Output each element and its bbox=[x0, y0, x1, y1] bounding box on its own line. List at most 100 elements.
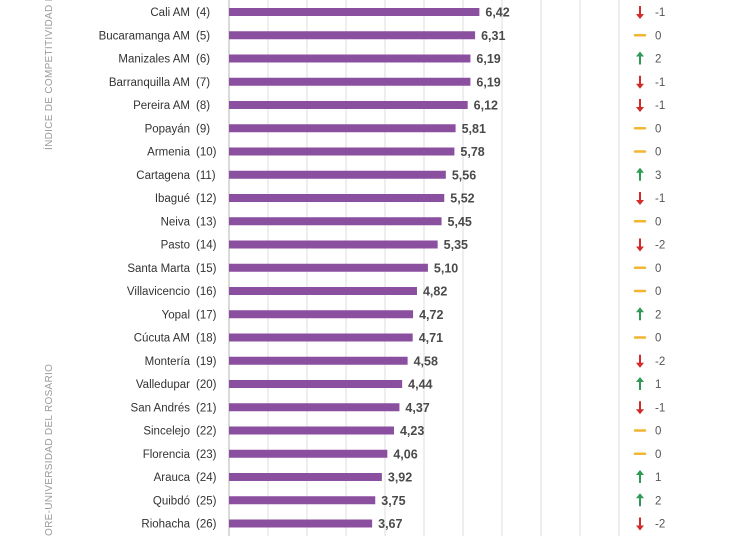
rank-change-label: -1 bbox=[655, 193, 665, 205]
bar bbox=[229, 54, 471, 63]
data-label: 6,31 bbox=[481, 29, 505, 43]
bar bbox=[229, 449, 388, 458]
rank-label: (21) bbox=[196, 402, 217, 414]
data-label: 5,81 bbox=[462, 122, 486, 136]
rank-label: (24) bbox=[196, 472, 217, 484]
category-label: Barranquilla AM bbox=[109, 77, 190, 89]
arrow-down-head bbox=[636, 246, 644, 252]
data-label: 5,78 bbox=[460, 145, 484, 159]
arrow-up-head bbox=[636, 307, 644, 313]
bar bbox=[229, 333, 413, 342]
rank-change-label: -2 bbox=[655, 240, 665, 252]
rank-change-label: 1 bbox=[655, 472, 661, 484]
data-label: 6,42 bbox=[485, 6, 509, 20]
rank-label: (6) bbox=[196, 54, 210, 66]
rank-label: (17) bbox=[196, 309, 217, 321]
rank-change-label: 2 bbox=[655, 495, 661, 507]
category-label: Manizales AM bbox=[118, 54, 190, 66]
bar bbox=[229, 240, 438, 249]
category-label: Santa Marta bbox=[127, 263, 190, 275]
bar bbox=[229, 124, 456, 133]
category-label: Pasto bbox=[161, 240, 190, 252]
category-label: Popayán bbox=[145, 123, 190, 135]
rank-label: (7) bbox=[196, 77, 210, 89]
category-label: Armenia bbox=[147, 147, 190, 159]
bar bbox=[229, 8, 480, 16]
arrow-down-head bbox=[636, 83, 644, 89]
data-label: 3,67 bbox=[378, 517, 402, 531]
data-label: 5,45 bbox=[448, 215, 472, 229]
data-label: 4,37 bbox=[405, 401, 429, 415]
category-label: Yopal bbox=[162, 309, 190, 321]
bar bbox=[229, 217, 442, 226]
category-label: Quibdó bbox=[153, 495, 190, 507]
rank-change-label: 2 bbox=[655, 309, 661, 321]
rank-label: (5) bbox=[196, 30, 210, 42]
data-label: 5,56 bbox=[452, 168, 476, 182]
category-label: Arauca bbox=[154, 472, 191, 484]
rank-label: (19) bbox=[196, 356, 217, 368]
rank-label: (9) bbox=[196, 123, 210, 135]
data-label: 3,75 bbox=[381, 494, 405, 508]
bar bbox=[229, 77, 471, 86]
arrow-down-head bbox=[636, 107, 644, 112]
rank-change-label: 0 bbox=[655, 286, 661, 298]
rank-change-label: -1 bbox=[655, 77, 665, 89]
category-label: Pereira AM bbox=[133, 100, 190, 112]
rank-label: (26) bbox=[196, 519, 217, 531]
category-label: Florencia bbox=[143, 449, 191, 461]
bar bbox=[229, 263, 428, 272]
arrow-down-head bbox=[636, 525, 644, 531]
bar bbox=[229, 426, 394, 435]
rank-label: (10) bbox=[196, 147, 217, 159]
rank-change-label: -1 bbox=[655, 7, 665, 19]
rank-change-label: 0 bbox=[655, 123, 661, 135]
bars bbox=[229, 8, 480, 528]
category-labels: Cali AM (4) Bucaramanga AM (5) Manizales AM (… bbox=[99, 7, 217, 531]
data-label: 5,10 bbox=[434, 261, 458, 275]
category-label: Riohacha bbox=[141, 519, 190, 531]
bar bbox=[229, 356, 408, 365]
data-label: 3,92 bbox=[388, 471, 412, 485]
bar bbox=[229, 380, 403, 388]
bar bbox=[229, 147, 455, 156]
arrow-down-head bbox=[636, 14, 644, 19]
rank-changes: -1 0 2 -1 -1 0 0 3 -1 0 -2 0 0 2 0 -2 1 -1 0 0 1 2 -2 bbox=[633, 6, 665, 531]
rank-change-label: 1 bbox=[655, 379, 661, 391]
category-label: Cali AM bbox=[150, 7, 190, 19]
rank-label: (8) bbox=[196, 100, 210, 112]
data-label: 4,58 bbox=[414, 354, 438, 368]
bar bbox=[229, 473, 382, 481]
category-label: Cartagena bbox=[136, 170, 190, 182]
bar bbox=[229, 287, 417, 295]
data-label: 4,44 bbox=[408, 378, 432, 392]
value-labels: 6,42 6,31 6,19 6,19 6,12 5,81 5,78 5,56 5,52 5,45… bbox=[378, 6, 510, 532]
rank-change-label: -2 bbox=[655, 519, 665, 531]
bar bbox=[229, 403, 400, 412]
rank-change-label: -1 bbox=[655, 402, 665, 414]
arrow-down-head bbox=[636, 362, 644, 368]
category-label: Cúcuta AM bbox=[134, 333, 190, 345]
bar bbox=[229, 101, 468, 109]
rank-change-label: -1 bbox=[655, 100, 665, 112]
arrow-up-head bbox=[636, 470, 644, 475]
data-label: 6,19 bbox=[476, 75, 500, 89]
rank-change-label: 2 bbox=[655, 54, 661, 66]
category-label: Sincelejo bbox=[143, 426, 190, 438]
rank-label: (4) bbox=[196, 7, 210, 19]
rank-change-label: 3 bbox=[655, 170, 661, 182]
rank-label: (11) bbox=[196, 170, 216, 182]
category-label: Montería bbox=[145, 356, 191, 368]
data-label: 5,35 bbox=[444, 238, 468, 252]
data-label: 4,71 bbox=[419, 331, 443, 345]
rank-label: (13) bbox=[196, 216, 217, 228]
rank-label: (22) bbox=[196, 426, 217, 438]
rank-label: (25) bbox=[196, 495, 217, 507]
rank-change-label: 0 bbox=[655, 426, 661, 438]
rank-change-label: 0 bbox=[655, 30, 661, 42]
category-label: Ibagué bbox=[155, 193, 190, 205]
rank-change-label: -2 bbox=[655, 356, 665, 368]
arrow-down-head bbox=[636, 409, 644, 415]
bar bbox=[229, 31, 476, 40]
bar bbox=[229, 519, 373, 528]
